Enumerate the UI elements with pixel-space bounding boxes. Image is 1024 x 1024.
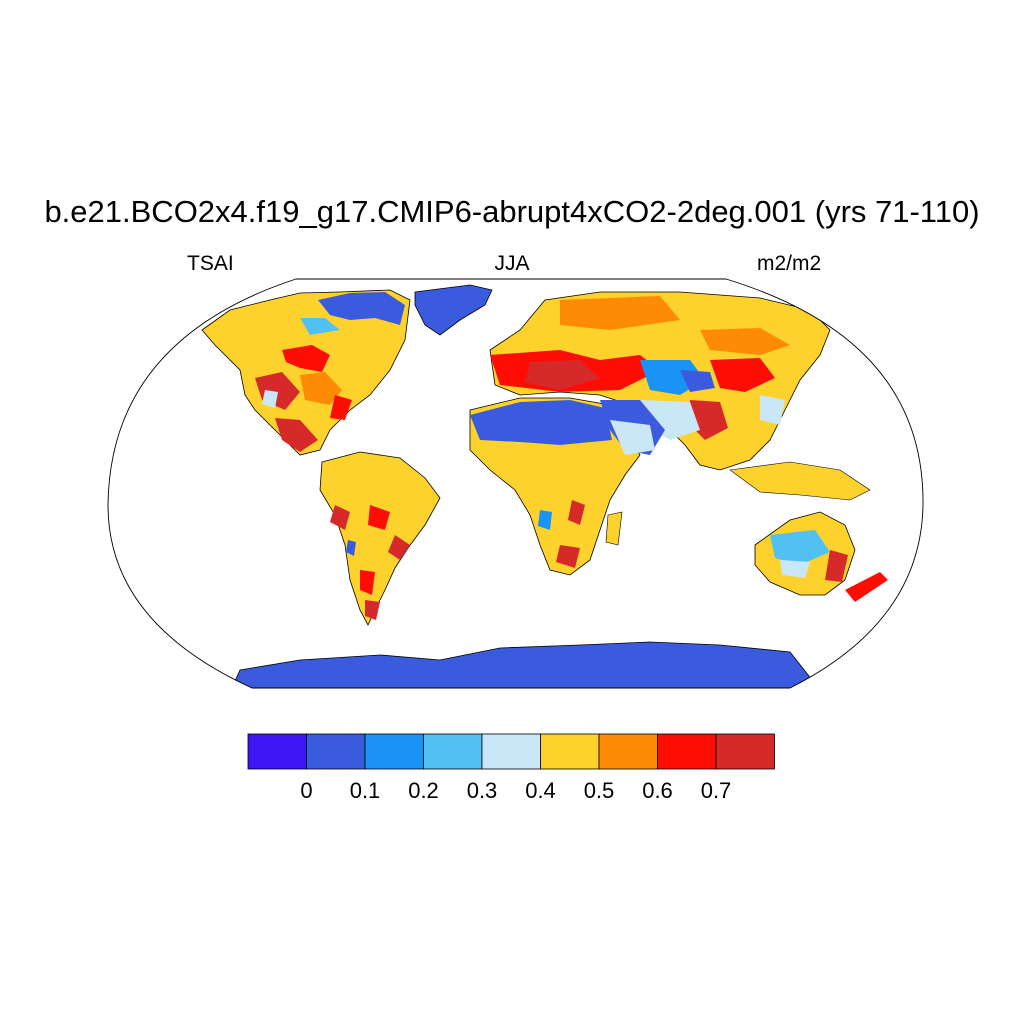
colorbar-tick-label: 0.3	[467, 778, 498, 803]
colorbar-box	[306, 733, 366, 770]
colorbar-tick-label: 0.7	[701, 778, 732, 803]
north-america	[201, 289, 411, 456]
land-field	[201, 284, 888, 688]
colorbar-box	[364, 733, 424, 770]
colorbar-tick-label: 0.1	[350, 778, 381, 803]
colorbar-tick-label: 0.6	[642, 778, 673, 803]
colorbar-tick-label: 0	[300, 778, 312, 803]
units-label: m2/m2	[757, 252, 822, 275]
map-border	[107, 278, 924, 689]
colorbar-box	[598, 733, 658, 770]
season-label: JJA	[494, 252, 530, 275]
australia	[754, 511, 888, 602]
antarctica	[229, 641, 821, 688]
variable-label: TSAI	[187, 252, 234, 275]
colorbar-tick-label: 0.4	[525, 778, 556, 803]
colorbar-box	[715, 733, 775, 770]
colorbar-tick-label: 0.2	[408, 778, 439, 803]
colorbar-box	[481, 733, 541, 770]
south-america	[319, 451, 441, 626]
colorbar-box	[247, 733, 307, 770]
colorbar-box	[657, 733, 717, 770]
plot-title: b.e21.BCO2x4.f19_g17.CMIP6-abrupt4xCO2-2…	[44, 194, 980, 229]
africa	[469, 397, 665, 576]
colorbar-box	[540, 733, 600, 770]
greenland	[414, 284, 493, 336]
colorbar-tick-label: 0.5	[584, 778, 615, 803]
maritime-asia	[729, 461, 871, 501]
colorbar-box	[423, 733, 483, 770]
eurasia	[489, 291, 831, 471]
